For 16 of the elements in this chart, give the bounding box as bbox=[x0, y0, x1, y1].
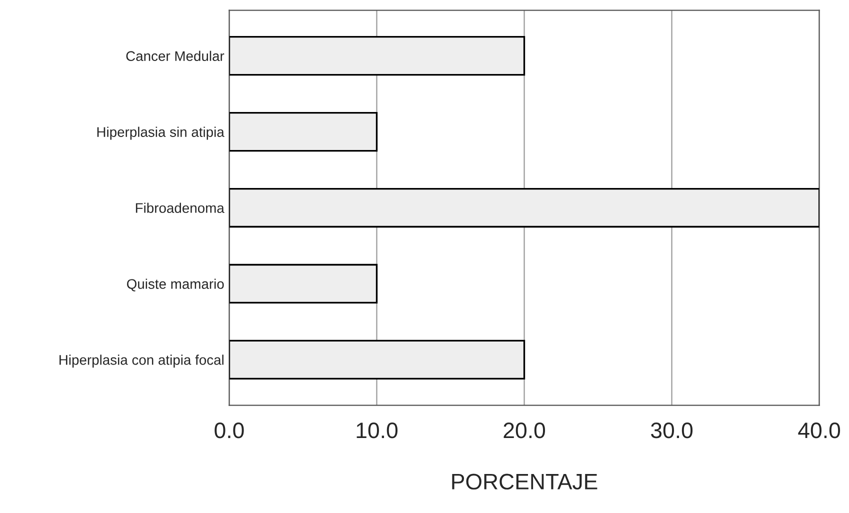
y-tick-label: Cancer Medular bbox=[126, 50, 224, 62]
y-tick-label: Fibroadenoma bbox=[136, 202, 224, 213]
bar bbox=[229, 264, 378, 304]
x-axis-title: PORCENTAJE bbox=[452, 474, 598, 490]
x-tick-label: 30.0 bbox=[650, 422, 693, 438]
bar bbox=[229, 112, 378, 152]
x-tick-label: 20.0 bbox=[504, 422, 546, 438]
y-tick-label: Hiperplasia sin atipia bbox=[97, 126, 224, 140]
bar bbox=[229, 188, 820, 228]
bar bbox=[229, 36, 526, 76]
x-tick-label: 0.0 bbox=[214, 422, 244, 438]
y-tick-label: Hiperplasia con atipia focal bbox=[60, 354, 224, 368]
bar bbox=[229, 340, 526, 380]
x-tick-label: 10.0 bbox=[356, 422, 398, 438]
x-tick-label: 40.0 bbox=[798, 422, 840, 438]
y-tick-label: Quiste mamario bbox=[127, 278, 224, 292]
